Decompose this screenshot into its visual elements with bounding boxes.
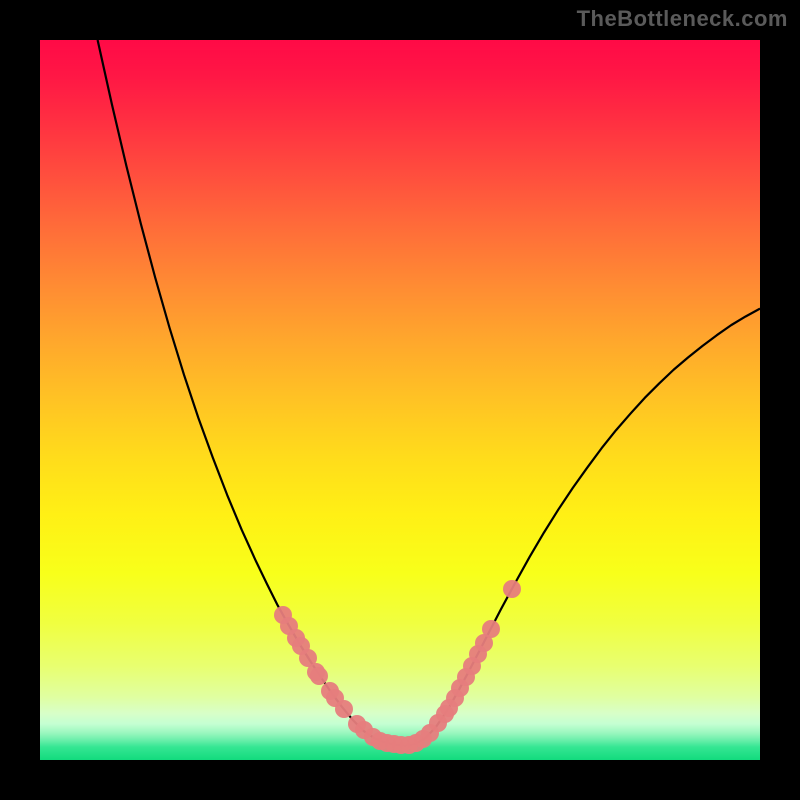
- bottleneck-curve: [98, 40, 760, 746]
- data-point-marker: [482, 620, 500, 638]
- chart-frame: TheBottleneck.com: [0, 0, 800, 800]
- watermark-label: TheBottleneck.com: [577, 6, 788, 32]
- curve-overlay: [0, 0, 800, 800]
- data-point-marker: [503, 580, 521, 598]
- data-point-marker: [335, 700, 353, 718]
